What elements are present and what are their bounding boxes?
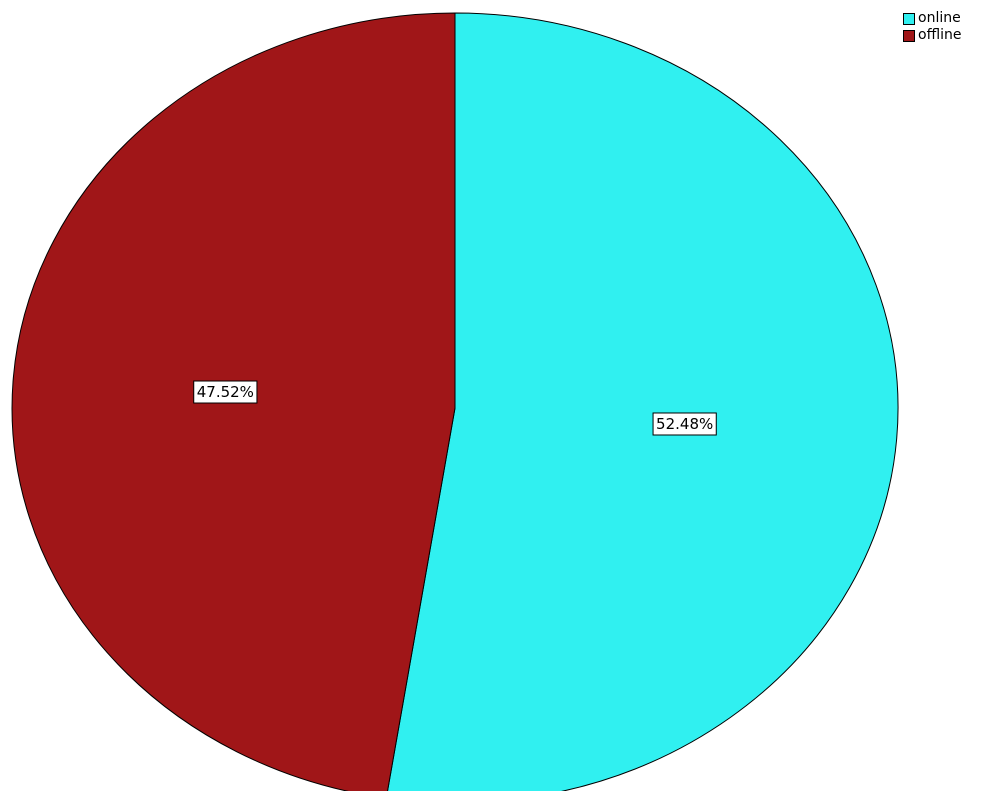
legend: online offline	[903, 10, 961, 44]
pie-data-labels: 52.48% 47.52%	[193, 380, 717, 436]
data-label-online: 52.48%	[652, 412, 717, 436]
data-label-box-online	[652, 412, 717, 436]
legend-item-online: online	[903, 10, 961, 27]
legend-swatch-offline	[903, 29, 915, 42]
legend-label-online: online	[918, 10, 961, 26]
pie-slices	[11, 12, 899, 791]
legend-swatch-online	[903, 12, 915, 25]
legend-label-offline: offline	[918, 27, 962, 43]
data-label-box-offline	[193, 380, 258, 404]
legend-item-offline: offline	[903, 27, 961, 44]
data-label-offline: 47.52%	[193, 380, 258, 404]
pie-slice-online	[387, 12, 899, 791]
data-label-text-offline: 47.52%	[197, 383, 254, 401]
data-label-text-online: 52.48%	[656, 415, 713, 433]
